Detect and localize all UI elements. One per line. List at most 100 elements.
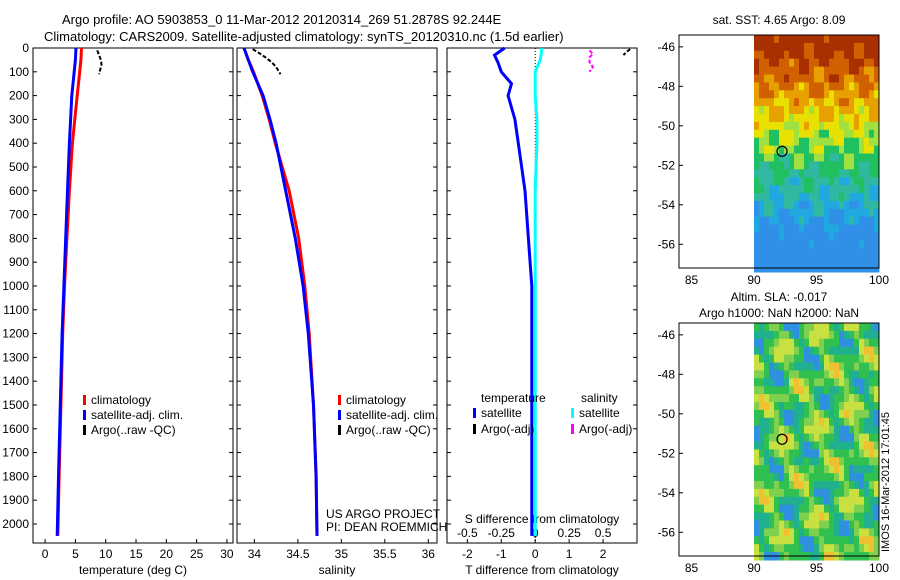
timestamp-stamp: IMOS 16-Mar-2012 17:01:45 <box>880 411 892 552</box>
map-cell <box>754 208 760 218</box>
map-cell <box>874 58 880 68</box>
map-cell <box>839 330 845 340</box>
map-cell <box>869 378 875 387</box>
map-cell <box>824 449 830 458</box>
map-cell <box>784 394 790 403</box>
map-cell <box>829 520 835 529</box>
map-cell <box>784 82 790 91</box>
map-cell <box>804 402 810 411</box>
map-cell <box>809 58 815 68</box>
x-tick-label-temperature: 20 <box>160 547 174 561</box>
map-cell <box>809 465 815 474</box>
legend-swatch <box>473 408 476 418</box>
map-cell <box>764 145 770 154</box>
map-cell <box>854 496 860 506</box>
map-cell <box>839 362 845 371</box>
map-cell <box>829 66 835 75</box>
map-cell <box>874 481 880 490</box>
y-tick-label: 300 <box>9 112 29 126</box>
map-cell <box>874 90 880 99</box>
map-cell <box>844 330 850 340</box>
map-cell <box>794 465 800 474</box>
map-cell <box>874 106 880 115</box>
map-cell <box>829 200 835 210</box>
map-cell <box>859 362 865 371</box>
map-cell <box>849 256 855 265</box>
map-cell <box>794 256 800 265</box>
map-cell <box>829 457 835 466</box>
map-cell <box>854 35 860 44</box>
map-y-tick-label: -54 <box>658 198 676 212</box>
map-cell <box>844 378 850 387</box>
map-cell <box>759 177 765 186</box>
map-y-tick-label: -48 <box>658 367 676 381</box>
map-cell <box>804 473 810 482</box>
map-cell <box>799 354 805 363</box>
map-cell <box>824 488 830 498</box>
map-cell <box>844 208 850 218</box>
map-cell <box>839 169 845 178</box>
series-line-temperature-satellite <box>492 46 534 536</box>
map-cell <box>794 536 800 545</box>
map-cell <box>854 346 860 356</box>
map-cell <box>874 161 880 170</box>
map-cell <box>784 528 790 537</box>
map-cell <box>859 536 865 545</box>
map-cell <box>774 362 780 371</box>
map-cell <box>869 185 875 194</box>
map-cell <box>834 216 840 226</box>
map-cell <box>784 232 790 241</box>
map-cell <box>799 129 805 139</box>
map-cell <box>814 185 820 194</box>
map-cell <box>754 248 760 257</box>
map-cell <box>774 417 780 427</box>
map-cell <box>834 248 840 257</box>
map-cell <box>794 161 800 170</box>
map-cell <box>844 161 850 170</box>
map-cell <box>794 378 800 387</box>
map-cell <box>829 441 835 450</box>
y-tick-label: 500 <box>9 160 29 174</box>
map-cell <box>814 224 820 233</box>
map-cell <box>809 248 815 257</box>
map-cell <box>774 425 780 435</box>
map-cell <box>849 386 855 395</box>
map-cell <box>824 378 830 387</box>
map-cell <box>874 496 880 506</box>
map-cell <box>864 208 870 218</box>
map-cell <box>869 528 875 537</box>
map-cell <box>799 248 805 257</box>
map-cell <box>829 323 835 332</box>
map-cell <box>809 121 815 131</box>
map-cell <box>829 512 835 521</box>
map-cell <box>849 82 855 91</box>
map-cell <box>869 417 875 427</box>
map-cell <box>824 544 830 553</box>
map-cell <box>819 473 825 482</box>
map-cell <box>844 370 850 379</box>
map-cell <box>794 129 800 139</box>
map-cell <box>839 90 845 99</box>
map-cell <box>754 74 760 83</box>
map-cell <box>784 193 790 202</box>
map-cell <box>874 224 880 233</box>
map-cell <box>854 465 860 474</box>
map-cell <box>839 66 845 75</box>
map-cell <box>834 193 840 202</box>
map-cell <box>854 323 860 332</box>
map-cell <box>834 394 840 403</box>
map-cell <box>769 169 775 178</box>
map-cell <box>779 473 785 482</box>
map-cell <box>789 338 795 348</box>
map-cell <box>849 338 855 348</box>
map-cell <box>849 114 855 123</box>
map-cell <box>819 169 825 178</box>
map-cell <box>819 185 825 194</box>
map-cell <box>804 114 810 123</box>
map-title-sst-map: sat. SST: 4.65 Argo: 8.09 <box>713 13 846 27</box>
map-cell <box>779 488 785 498</box>
map-cell <box>844 473 850 482</box>
map-cell <box>809 473 815 482</box>
map-cell <box>854 338 860 348</box>
map-cell <box>809 323 815 332</box>
